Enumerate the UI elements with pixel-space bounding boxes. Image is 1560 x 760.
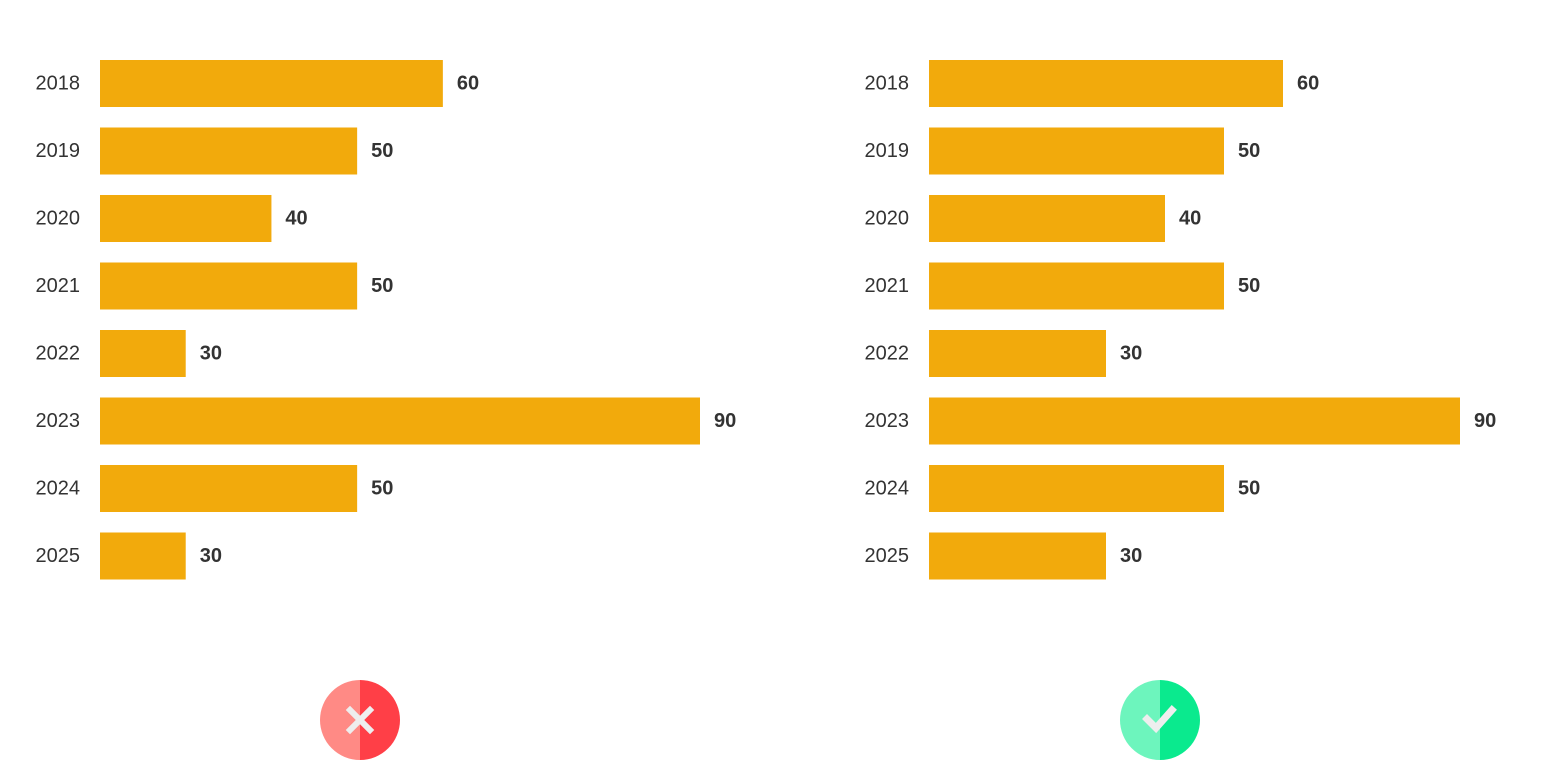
wrong-badge-left-half [320, 680, 360, 760]
correct-badge [1120, 680, 1200, 760]
bar [100, 397, 700, 445]
bar [100, 465, 358, 512]
category-label: 2024 [36, 478, 81, 500]
bar [929, 262, 1224, 310]
bar [929, 532, 1106, 580]
category-label: 2025 [865, 545, 910, 567]
bar [100, 127, 358, 175]
bar [929, 60, 1283, 107]
bar [929, 465, 1224, 512]
value-label: 60 [1297, 73, 1319, 95]
category-label: 2018 [865, 73, 910, 95]
bar [100, 60, 443, 107]
bar [100, 195, 272, 242]
value-label: 50 [371, 275, 393, 297]
value-label: 30 [200, 545, 222, 567]
value-label: 30 [1120, 545, 1142, 567]
value-label: 60 [457, 73, 479, 95]
correct-badge-left-half [1120, 680, 1160, 760]
value-label: 90 [714, 410, 736, 432]
wrong-badge [320, 680, 400, 760]
close-icon [345, 705, 375, 735]
value-label: 30 [200, 343, 222, 365]
bar [929, 330, 1106, 377]
wrong-badge-right-half [360, 680, 400, 760]
category-label: 2022 [865, 343, 910, 365]
category-label: 2021 [36, 275, 81, 297]
bar [929, 127, 1224, 175]
category-label: 2025 [36, 545, 81, 567]
value-label: 50 [371, 478, 393, 500]
value-label: 50 [371, 140, 393, 162]
category-label: 2024 [865, 478, 910, 500]
value-label: 50 [1238, 478, 1260, 500]
bar [100, 262, 358, 310]
category-label: 2019 [865, 140, 910, 162]
bar [929, 397, 1460, 445]
value-label: 40 [1179, 208, 1201, 230]
bar [100, 330, 186, 377]
category-label: 2021 [865, 275, 910, 297]
category-label: 2022 [36, 343, 81, 365]
category-label: 2023 [865, 410, 910, 432]
correct-badge-right-half [1160, 680, 1200, 760]
value-label: 90 [1474, 410, 1496, 432]
category-label: 2020 [36, 208, 81, 230]
check-icon [1142, 705, 1177, 734]
category-label: 2018 [36, 73, 81, 95]
bar [929, 195, 1165, 242]
value-label: 30 [1120, 343, 1142, 365]
value-label: 40 [285, 208, 307, 230]
category-label: 2019 [36, 140, 81, 162]
category-label: 2020 [865, 208, 910, 230]
value-label: 50 [1238, 275, 1260, 297]
value-label: 50 [1238, 140, 1260, 162]
zero-based-axis-bar-chart: 2018 60 2019 50 2020 40 2021 50 2022 30 2023 90 2024… [865, 60, 1496, 580]
bar [100, 532, 186, 580]
category-label: 2023 [36, 410, 81, 432]
truncated-axis-bar-chart: 2018 60 2019 50 2020 40 2021 50 2022 30 2023 90 2024… [36, 60, 736, 580]
